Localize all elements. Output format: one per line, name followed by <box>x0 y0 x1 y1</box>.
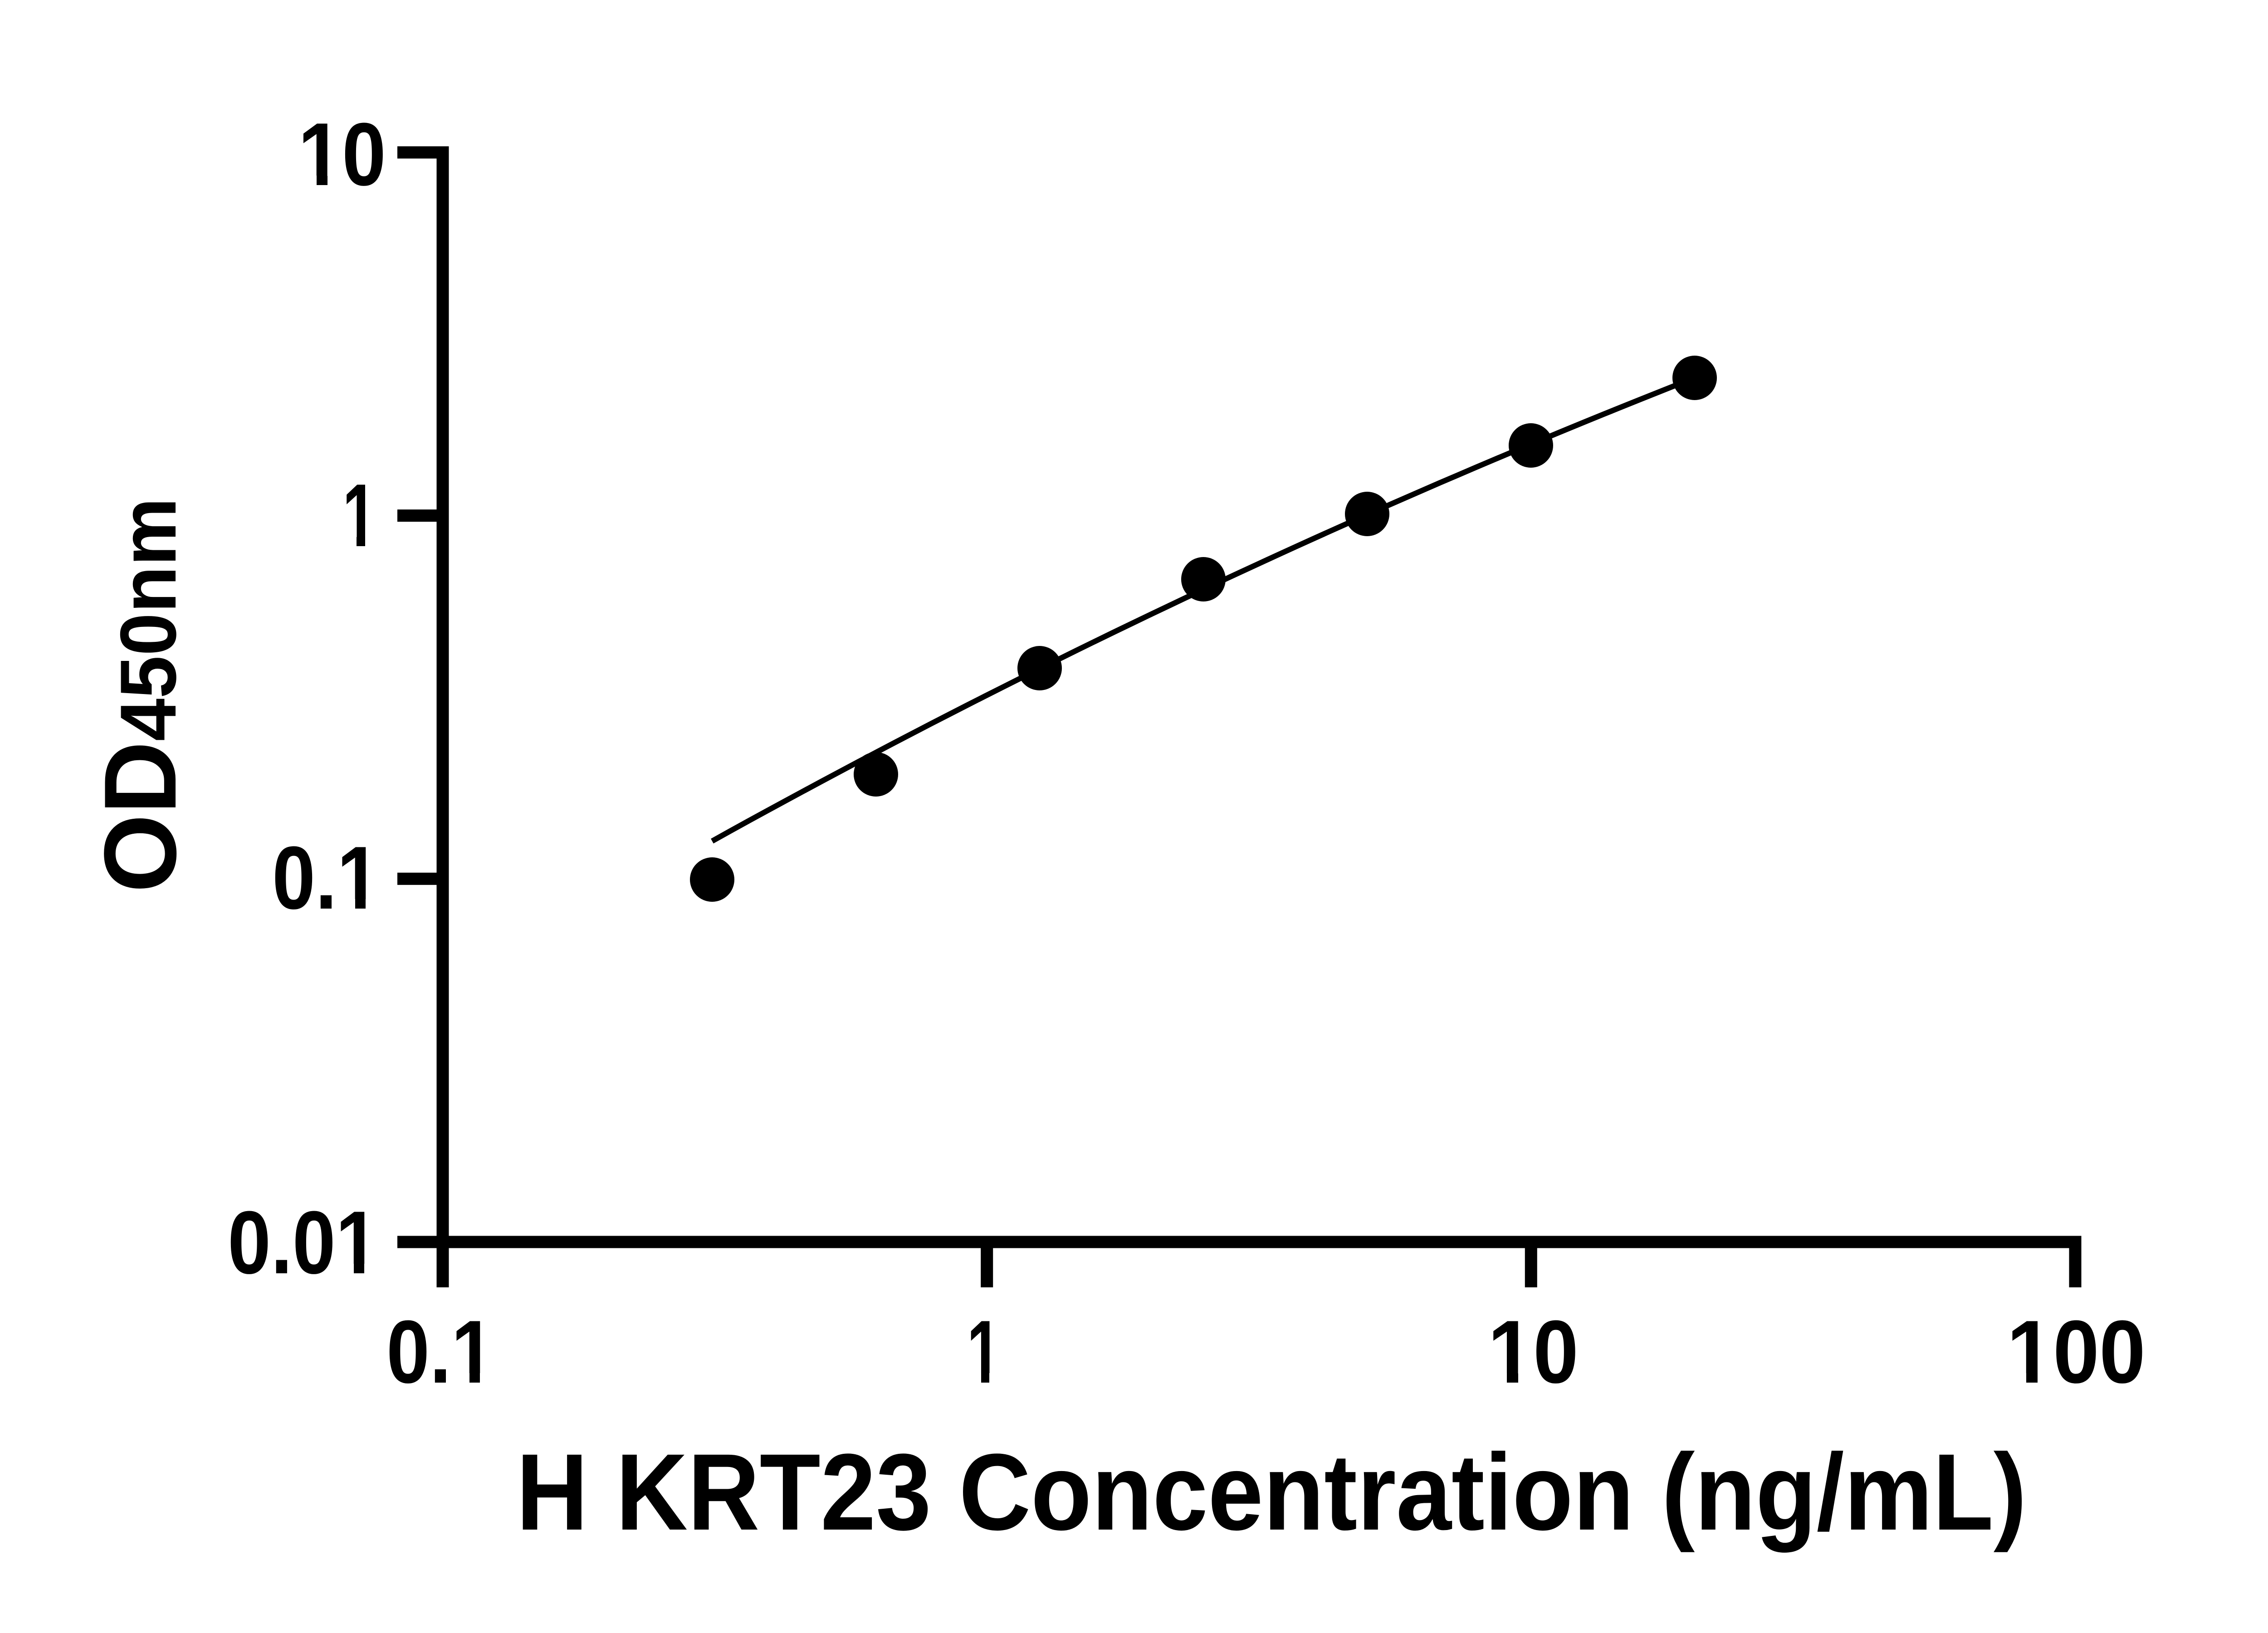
svg-text:10: 10 <box>1488 1302 1579 1402</box>
svg-text:0.1: 0.1 <box>272 828 380 928</box>
svg-text:0.01: 0.01 <box>228 1193 379 1292</box>
svg-text:100: 100 <box>2007 1302 2146 1402</box>
svg-text:OD450nm: OD450nm <box>83 498 197 893</box>
svg-text:H KRT23 Concentration (ng/mL): H KRT23 Concentration (ng/mL) <box>516 1431 2027 1553</box>
svg-text:1: 1 <box>342 465 376 565</box>
svg-text:0.1: 0.1 <box>386 1302 494 1402</box>
svg-text:1: 1 <box>967 1302 1001 1402</box>
svg-text:10: 10 <box>298 104 386 204</box>
